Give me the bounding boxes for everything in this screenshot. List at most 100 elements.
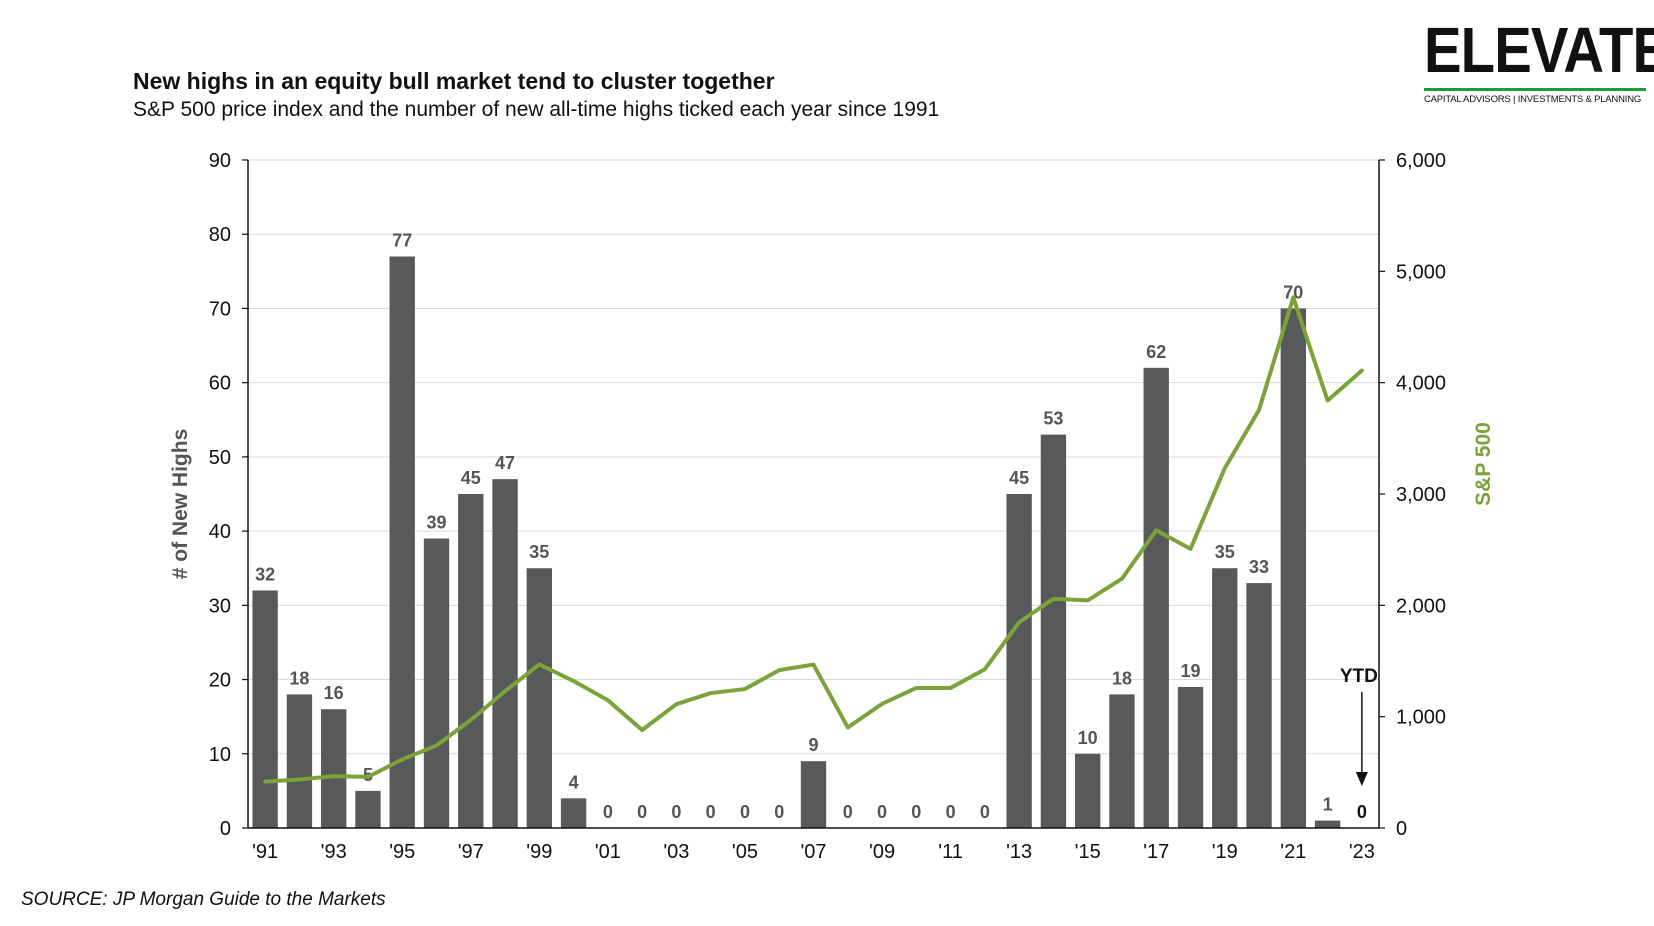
data-label: 10 — [1078, 728, 1098, 748]
sp500-line — [263, 295, 1364, 784]
y-tick-label: 10 — [209, 744, 231, 766]
data-label: 9 — [808, 735, 818, 755]
data-label: 0 — [671, 802, 681, 822]
y2-tick-label: 3,000 — [1396, 484, 1446, 506]
bar — [1246, 583, 1272, 828]
x-tick-label: '17 — [1143, 841, 1169, 863]
data-label: 53 — [1043, 409, 1063, 429]
ytd-arrow-head — [1355, 772, 1368, 786]
data-label: 0 — [911, 802, 921, 822]
x-tick-label: '15 — [1075, 841, 1101, 863]
y-tick-label: 70 — [209, 298, 231, 320]
x-tick-label: '03 — [663, 841, 689, 863]
bar — [800, 761, 827, 828]
y-tick-label: 90 — [209, 150, 231, 172]
x-tick-label: '11 — [938, 841, 963, 863]
x-tick-label: '13 — [1006, 841, 1032, 863]
x-tick-label: '09 — [869, 841, 895, 863]
data-label: 70 — [1283, 282, 1303, 302]
x-tick-label: '97 — [458, 841, 484, 863]
bar — [1109, 694, 1135, 828]
data-label: 1 — [1323, 795, 1333, 815]
data-label: 33 — [1249, 557, 1269, 577]
data-label: 0 — [740, 802, 750, 822]
source-note: SOURCE: JP Morgan Guide to the Markets — [21, 889, 386, 910]
y2-tick-label: 4,000 — [1396, 373, 1446, 395]
bar — [560, 798, 587, 828]
y-tick-label: 80 — [209, 224, 231, 246]
y2-tick-label: 0 — [1396, 818, 1407, 840]
elevate-logo: ELEVATE CAPITAL ADVISORS | INVESTMENTS &… — [1424, 12, 1654, 105]
x-tick-label: '23 — [1349, 841, 1375, 863]
x-tick-label: '05 — [732, 841, 758, 863]
data-label: 0 — [1357, 802, 1367, 822]
data-label: 0 — [774, 802, 784, 822]
data-label: 0 — [877, 802, 887, 822]
data-label: 35 — [1215, 542, 1235, 562]
data-label: 16 — [324, 683, 344, 703]
logo-wordmark: ELEVATE — [1424, 14, 1654, 86]
data-label: 0 — [706, 802, 716, 822]
logo-rule — [1424, 88, 1646, 91]
x-tick-label: '99 — [526, 841, 552, 863]
y2-tick-label: 5,000 — [1396, 261, 1446, 283]
bar — [1314, 820, 1341, 828]
x-tick-label: '95 — [389, 841, 415, 863]
x-tick-label: '21 — [1280, 841, 1306, 863]
bar — [1075, 753, 1101, 828]
data-label: 35 — [529, 542, 549, 562]
bar — [423, 538, 450, 828]
chart-title: New highs in an equity bull market tend … — [133, 68, 775, 94]
bar — [355, 790, 381, 828]
bar — [492, 479, 518, 828]
y2-tick-label: 2,000 — [1396, 595, 1446, 617]
data-label: 0 — [843, 802, 853, 822]
data-label: 77 — [392, 230, 412, 250]
data-label: 45 — [1009, 468, 1029, 488]
y-tick-label: 60 — [209, 373, 231, 395]
y-tick-label: 30 — [209, 595, 231, 617]
logo-tagline: CAPITAL ADVISORS | INVESTMENTS & PLANNIN… — [1424, 94, 1642, 105]
y2-tick-label: 6,000 — [1396, 150, 1446, 172]
x-tick-label: '93 — [321, 841, 347, 863]
data-label: 32 — [255, 564, 275, 584]
data-label: 18 — [1112, 668, 1132, 688]
data-label: 62 — [1146, 342, 1166, 362]
bar — [526, 568, 552, 828]
bar — [321, 709, 347, 828]
bar — [252, 590, 278, 828]
bar — [286, 694, 313, 828]
ytd-annotation: YTD — [1340, 666, 1378, 687]
data-label: 39 — [426, 513, 446, 533]
bar — [1280, 308, 1306, 828]
bar — [458, 494, 484, 828]
data-label: 0 — [946, 802, 956, 822]
data-label: 0 — [637, 802, 647, 822]
chart-subtitle: S&P 500 price index and the number of ne… — [133, 98, 940, 121]
y-tick-label: 40 — [209, 521, 231, 543]
y-tick-label: 50 — [209, 447, 231, 469]
data-label: 45 — [461, 468, 481, 488]
x-tick-label: '01 — [595, 841, 621, 863]
y2-tick-label: 1,000 — [1396, 707, 1446, 729]
data-label: 19 — [1180, 661, 1200, 681]
bar — [1040, 434, 1067, 828]
bar — [389, 256, 415, 828]
bar — [1212, 568, 1238, 828]
y2-axis-title: S&P 500 — [1472, 422, 1495, 506]
y-tick-label: 0 — [220, 818, 231, 840]
data-label: 0 — [603, 802, 613, 822]
data-label: 18 — [289, 668, 309, 688]
bar — [1006, 494, 1032, 828]
data-label: 47 — [495, 453, 515, 473]
bar — [1177, 686, 1204, 828]
data-label: 4 — [569, 772, 579, 792]
y-axis-title: # of New Highs — [169, 429, 192, 580]
x-tick-label: '07 — [800, 841, 826, 863]
bar — [1143, 367, 1169, 828]
x-tick-label: '91 — [252, 841, 278, 863]
y-tick-label: 20 — [209, 670, 231, 692]
x-tick-label: '19 — [1212, 841, 1238, 863]
data-label: 0 — [980, 802, 990, 822]
